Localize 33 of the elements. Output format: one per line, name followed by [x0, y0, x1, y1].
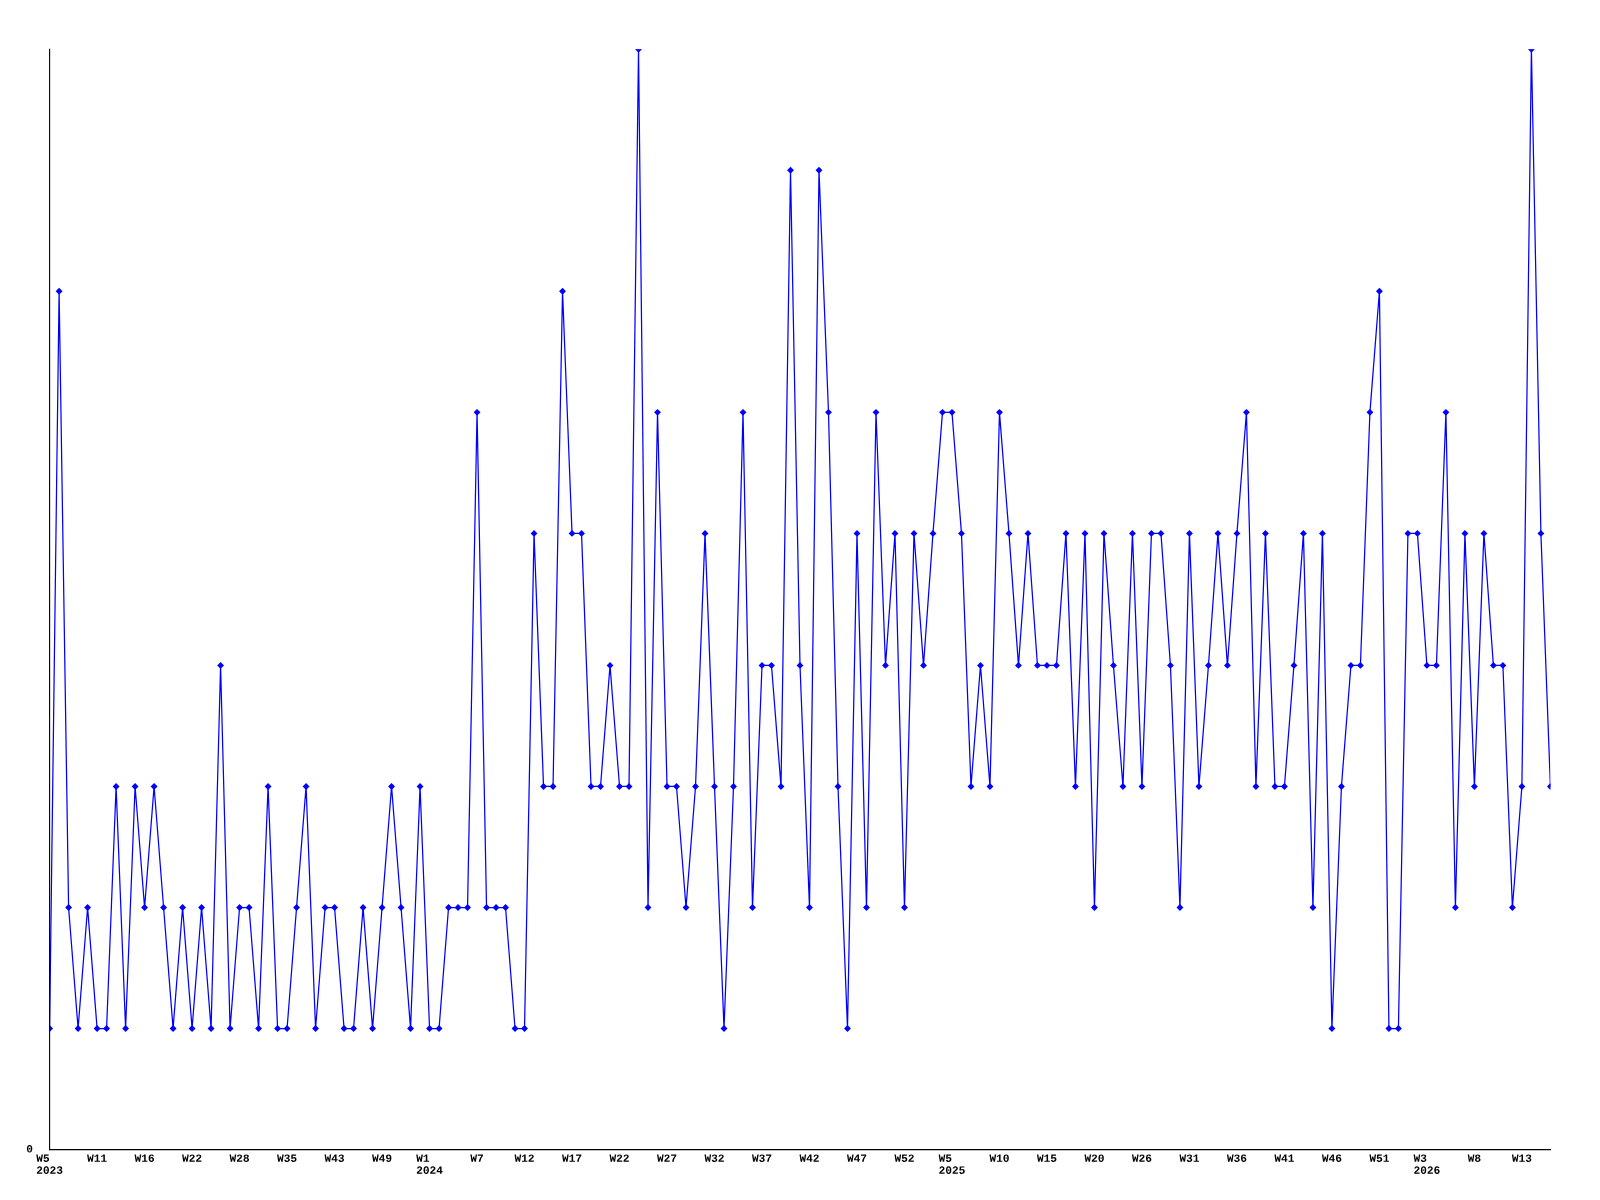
x-tick-label: W16 — [134, 1154, 154, 1162]
x-tick-label: W22 — [609, 1154, 629, 1162]
x-tick-label: W7 — [470, 1154, 483, 1162]
text: 0 — [26, 1145, 33, 1153]
x-tick-label: W42 — [799, 1154, 819, 1162]
x-tick-label: W10 — [989, 1154, 1009, 1162]
x-tick-label: W43 — [324, 1154, 344, 1162]
x-tick-label: W36 — [1226, 1154, 1247, 1162]
x-tick-label: W49 — [372, 1154, 392, 1162]
x-tick-label: W11 — [87, 1154, 107, 1162]
x-tick-label: W3 2026 — [1413, 1154, 1440, 1174]
x-tick-label: W35 — [277, 1154, 297, 1162]
x-tick-label: W31 — [1179, 1154, 1199, 1162]
x-tick-label: W1 2024 — [416, 1154, 443, 1174]
x-tick-label: W41 — [1274, 1154, 1294, 1162]
x-tick-label: W13 — [1511, 1154, 1532, 1162]
x-tick-label: W12 — [514, 1154, 534, 1162]
x-tick-label: W52 — [894, 1154, 914, 1162]
x-tick-label: W37 — [752, 1154, 772, 1162]
x-tick-label: W17 — [562, 1154, 582, 1162]
x-tick-label: W22 — [182, 1154, 202, 1162]
x-tick-label: W5 2023 — [36, 1154, 63, 1174]
x-tick-label: W51 — [1369, 1154, 1389, 1162]
x-tick-label: W15 — [1036, 1154, 1057, 1162]
x-tick-label: W32 — [704, 1154, 724, 1162]
x-tick-label: W8 — [1467, 1154, 1481, 1162]
x-tick-label: W46 — [1321, 1154, 1342, 1162]
x-tick-label: W20 — [1084, 1154, 1104, 1162]
x-tick-label: W47 — [846, 1154, 867, 1162]
x-tick-label: W5 2025 — [938, 1154, 965, 1174]
x-tick-label: W28 — [229, 1154, 249, 1162]
x-tick-label: W26 — [1131, 1154, 1152, 1162]
x-tick-label: W27 — [657, 1154, 677, 1162]
